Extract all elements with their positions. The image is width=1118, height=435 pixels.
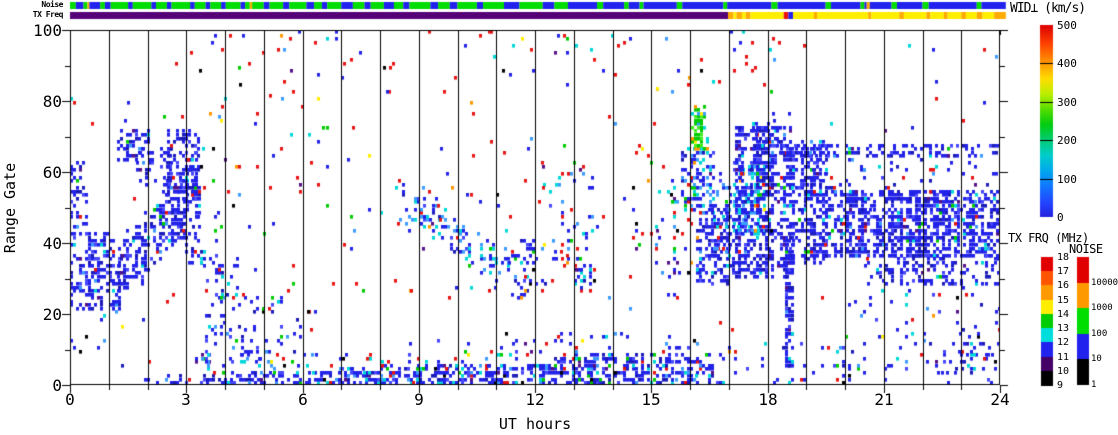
txfrq-colorbar-title: TX FRQ (MHz) [1008, 231, 1089, 245]
x-axis-title: UT hours [498, 415, 572, 433]
y-tick-label-40: 40 [42, 234, 62, 253]
x-tick-label-6: 6 [298, 390, 308, 409]
txfrq-colorbar-tick-17: 17 [1057, 266, 1070, 277]
wid-colorbar-title: WID⊥ (km/s) [1010, 1, 1086, 16]
y-axis-title: Range Gate [1, 162, 19, 254]
txfreq-strip-label: TX Freq [32, 10, 64, 19]
x-tick-label-24: 24 [990, 390, 1010, 409]
wid-colorbar-tick-200: 200 [1057, 134, 1077, 147]
wid-colorbar-tick-400: 400 [1057, 57, 1077, 70]
y-tick-label-80: 80 [42, 92, 62, 111]
txfrq-colorbar-tick-16: 16 [1057, 280, 1070, 291]
y-tick-label-20: 20 [42, 305, 62, 324]
noise-colorbar-tick-100: 100 [1091, 329, 1108, 339]
wid-colorbar-tick-100: 100 [1057, 173, 1077, 186]
txfrq-colorbar-tick-9: 9 [1057, 380, 1064, 391]
txfrq-colorbar-tick-10: 10 [1057, 366, 1070, 377]
noise-colorbar-tick-10: 10 [1091, 354, 1102, 364]
txfrq-colorbar-tick-13: 13 [1057, 323, 1070, 334]
noise-colorbar-tick-10000: 10000 [1091, 278, 1118, 288]
wid-colorbar-tick-300: 300 [1057, 96, 1077, 109]
x-tick-label-9: 9 [414, 390, 424, 409]
x-tick-label-3: 3 [181, 390, 191, 409]
wid-colorbar-tick-0: 0 [1057, 211, 1064, 224]
noise-colorbar-title: NOISE [1069, 242, 1103, 256]
y-tick-label-60: 60 [42, 163, 62, 182]
wid-colorbar-tick-500: 500 [1057, 19, 1077, 32]
noise-colorbar-tick-1: 1 [1091, 380, 1097, 390]
txfrq-colorbar-tick-11: 11 [1057, 352, 1070, 363]
txfrq-colorbar-tick-14: 14 [1057, 309, 1070, 320]
txfrq-colorbar-tick-12: 12 [1057, 337, 1070, 348]
txfrq-colorbar-tick-15: 15 [1057, 295, 1070, 306]
x-tick-label-0: 0 [65, 390, 75, 409]
x-tick-label-21: 21 [874, 390, 894, 409]
noise-colorbar-tick-1000: 1000 [1091, 303, 1113, 313]
x-tick-label-15: 15 [641, 390, 661, 409]
y-tick-label-0: 0 [52, 376, 62, 395]
x-tick-label-18: 18 [758, 390, 778, 409]
y-tick-label-100: 100 [33, 21, 62, 40]
txfrq-colorbar-tick-18: 18 [1057, 252, 1070, 263]
x-tick-label-12: 12 [525, 390, 545, 409]
noise-strip-label: Noise [41, 0, 63, 9]
